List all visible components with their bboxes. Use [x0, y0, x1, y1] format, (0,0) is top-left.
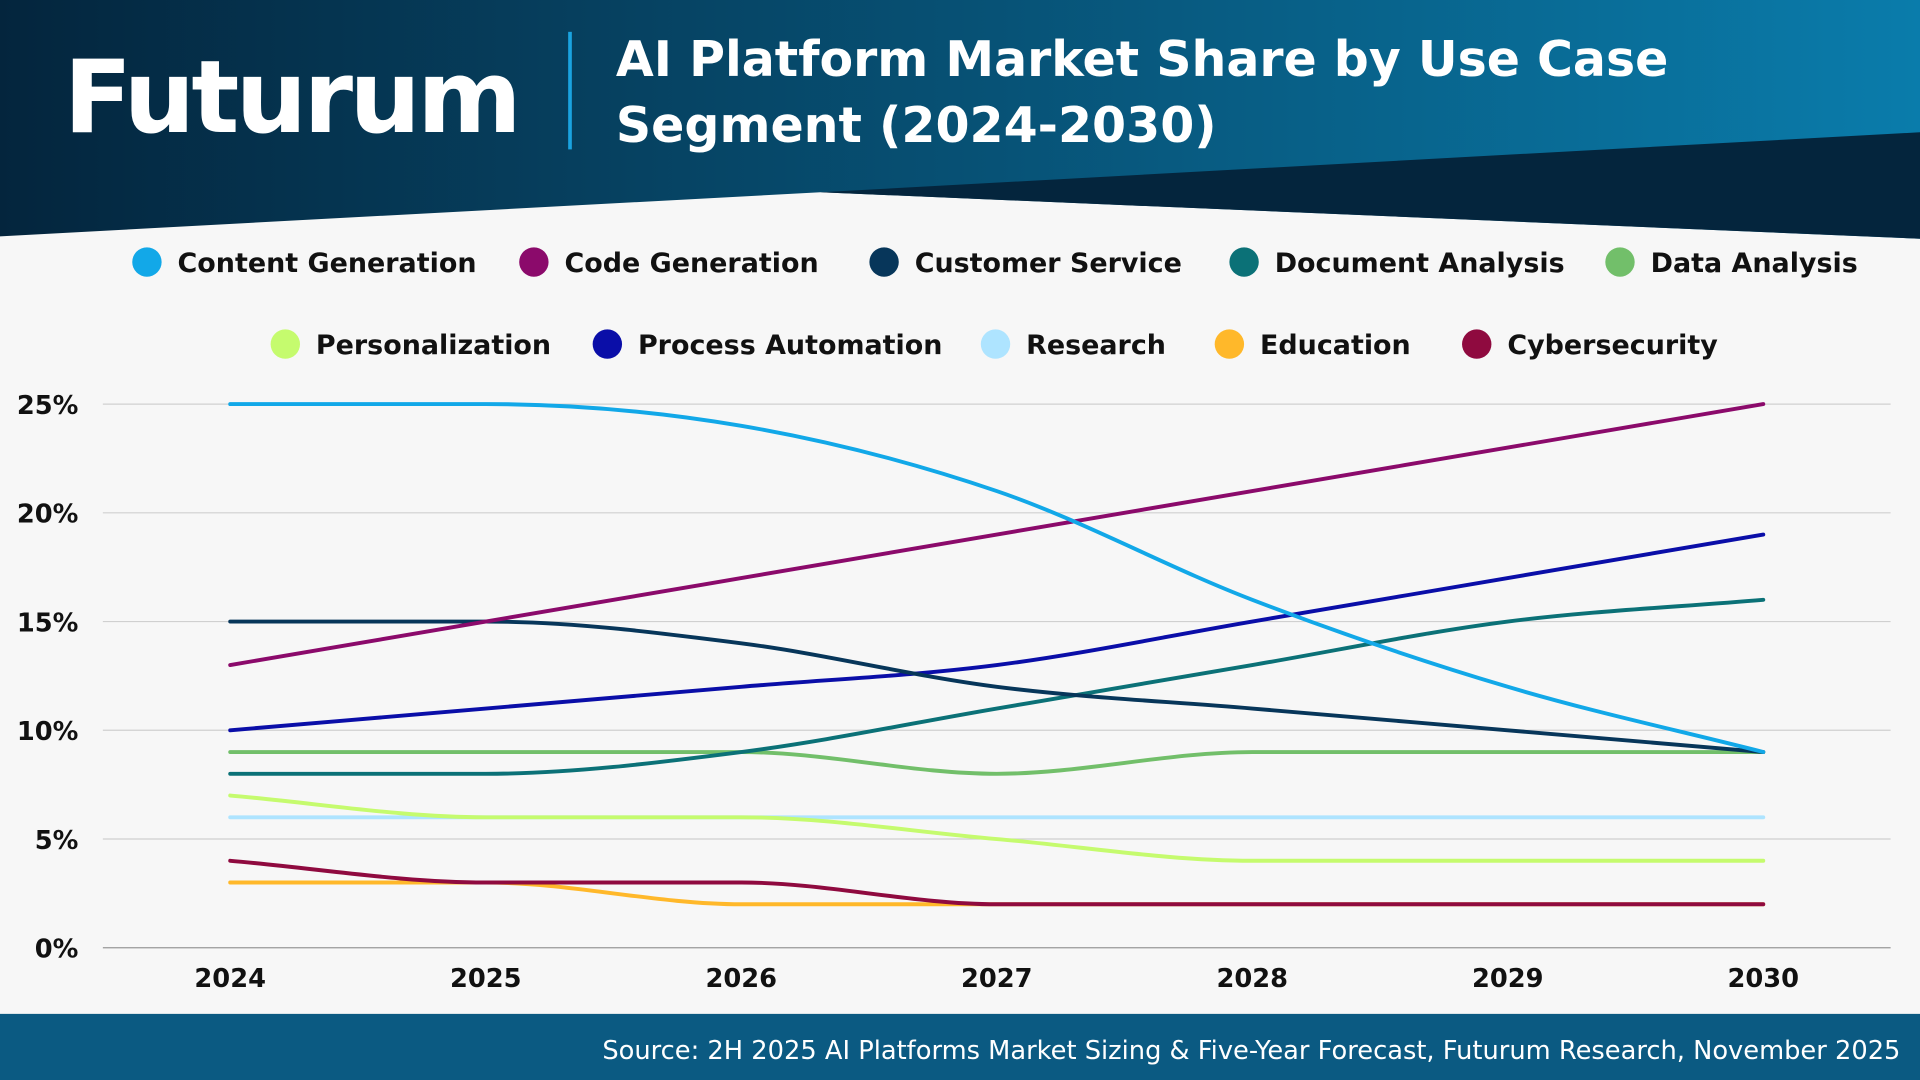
- series-line-content-generation: [228, 402, 1766, 754]
- series-line-personalization: [228, 793, 1766, 863]
- legend-swatch: [1229, 247, 1259, 277]
- legend-label: Cybersecurity: [1507, 330, 1718, 361]
- legend-item: Content Generation: [132, 247, 477, 279]
- legend-swatch: [1605, 247, 1635, 277]
- legend: Content Generation Code Generation Custome…: [132, 247, 1858, 361]
- x-tick-label: 2028: [1216, 964, 1288, 994]
- futurum-logo: Futurum: [64, 39, 518, 156]
- legend-swatch: [1462, 329, 1492, 359]
- legend-item: Document Analysis: [1229, 247, 1565, 279]
- y-tick-label: 20%: [17, 500, 79, 530]
- legend-label: Data Analysis: [1651, 248, 1858, 279]
- header: Futurum AI Platform Market Share by Use …: [0, 0, 1920, 239]
- legend-item: Data Analysis: [1605, 247, 1858, 279]
- x-tick-label: 2024: [194, 964, 266, 994]
- x-tick-label: 2027: [961, 964, 1033, 994]
- series-line-code-generation: [228, 402, 1766, 668]
- legend-item: Research: [980, 329, 1166, 361]
- legend-item: Cybersecurity: [1462, 329, 1718, 361]
- legend-swatch: [869, 247, 899, 277]
- chart-title-line2: Segment (2024-2030): [616, 97, 1217, 154]
- series-lines: [228, 402, 1766, 907]
- legend-swatch: [592, 329, 623, 359]
- y-axis: 0% 5% 10% 15% 20% 25%: [17, 391, 79, 965]
- series-line-process-automation: [228, 532, 1766, 733]
- y-tick-label: 5%: [35, 826, 79, 856]
- chart-title-line1: AI Platform Market Share by Use Case: [616, 31, 1668, 88]
- legend-item: Process Automation: [592, 329, 943, 361]
- x-tick-label: 2029: [1472, 964, 1544, 994]
- legend-item: Personalization: [270, 329, 551, 361]
- x-tick-label: 2025: [450, 964, 522, 994]
- y-tick-label: 0%: [35, 935, 79, 965]
- legend-label: Research: [1026, 330, 1166, 361]
- legend-swatch: [1214, 329, 1245, 359]
- header-divider: [568, 31, 572, 150]
- series-line-cybersecurity: [228, 858, 1766, 907]
- legend-label: Code Generation: [564, 248, 818, 279]
- legend-label: Content Generation: [178, 248, 477, 279]
- y-tick-label: 15%: [17, 608, 79, 638]
- y-tick-label: 10%: [17, 717, 79, 747]
- legend-swatch: [519, 247, 549, 277]
- legend-item: Code Generation: [519, 247, 819, 279]
- x-tick-label: 2026: [705, 964, 777, 994]
- x-tick-label: 2030: [1727, 964, 1799, 994]
- x-axis: 2024 2025 2026 2027 2028 2029 2030: [194, 964, 1799, 994]
- footer: Source: 2H 2025 AI Platforms Market Sizi…: [0, 1013, 1920, 1080]
- legend-item: Education: [1214, 329, 1411, 361]
- y-tick-label: 25%: [17, 391, 79, 421]
- source-note: Source: 2H 2025 AI Platforms Market Sizi…: [602, 1036, 1900, 1066]
- legend-label: Document Analysis: [1275, 248, 1565, 279]
- legend-label: Personalization: [316, 330, 551, 361]
- legend-label: Process Automation: [638, 330, 943, 361]
- legend-label: Education: [1260, 330, 1411, 361]
- legend-label: Customer Service: [915, 248, 1182, 279]
- series-line-document-analysis: [228, 597, 1766, 776]
- legend-item: Customer Service: [869, 247, 1182, 279]
- legend-swatch: [132, 247, 162, 277]
- legend-swatch: [270, 329, 300, 359]
- series-line-data-analysis: [228, 750, 1766, 776]
- legend-swatch: [980, 329, 1011, 359]
